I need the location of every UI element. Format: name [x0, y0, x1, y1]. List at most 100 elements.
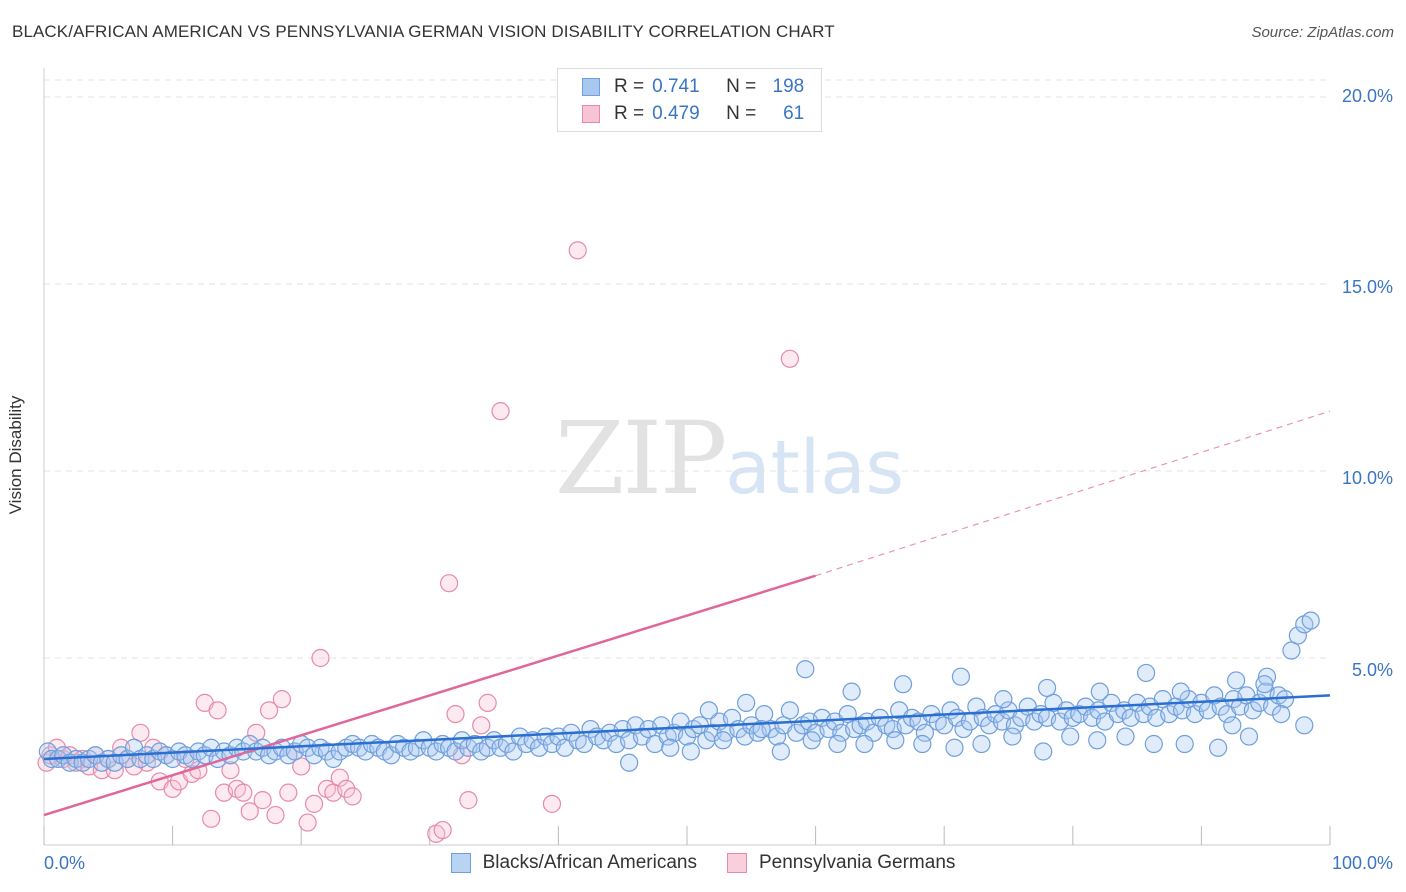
watermark-atlas: atlas [725, 425, 905, 511]
legend-swatch-pink [726, 853, 747, 873]
data-point-pennsylvania-germans [330, 768, 349, 787]
data-point-blacks [967, 697, 986, 716]
data-point-pennsylvania-germans [259, 701, 279, 720]
data-point-pennsylvania-germans [221, 761, 240, 780]
data-point-blacks [1144, 734, 1163, 754]
data-point-blacks [1137, 663, 1156, 683]
data-point-pennsylvania-germans [279, 783, 298, 802]
data-point-blacks [951, 667, 971, 686]
data-point-blacks [1223, 716, 1242, 735]
data-point-blacks [1171, 682, 1190, 701]
correlation-stats-box: R = 0.741 N = 198 R = 0.479 N = 61 [557, 68, 822, 132]
data-point-blacks [796, 660, 815, 679]
data-point-blacks [972, 734, 991, 754]
y-axis-label: Vision Disability [6, 395, 25, 515]
data-point-blacks [787, 723, 806, 742]
data-point-blacks [913, 734, 932, 754]
data-point-pennsylvania-germans [163, 779, 182, 799]
data-point-pennsylvania-germans [491, 402, 510, 421]
stats-n-value: 61 [783, 103, 805, 124]
data-point-blacks [828, 734, 847, 754]
data-point-blacks [886, 731, 905, 750]
data-point-blacks [681, 742, 700, 761]
chart-title: BLACK/AFRICAN AMERICAN VS PENNSYLVANIA G… [12, 22, 835, 41]
data-point-blacks [620, 753, 639, 772]
data-point-blacks [661, 738, 680, 757]
stats-n-label: N = [726, 103, 757, 124]
data-point-pennsylvania-germans [208, 701, 227, 720]
data-point-blacks [407, 738, 427, 757]
data-point-blacks [1088, 731, 1107, 750]
y-tick-10: 10.0% [1341, 468, 1393, 488]
data-point-blacks [1295, 716, 1314, 735]
data-point-blacks [1005, 716, 1025, 735]
watermark-zip: ZIP [555, 400, 727, 517]
legend-item-blacks[interactable]: Blacks/African Americans [450, 852, 697, 874]
stats-r-value: 0.741 [652, 76, 700, 97]
data-point-blacks [1205, 686, 1224, 705]
data-point-blacks [317, 742, 337, 761]
stats-r-label: R = [614, 76, 645, 97]
data-point-blacks [1282, 641, 1301, 660]
legend-item-pennsylvania-germans[interactable]: Pennsylvania Germans [726, 852, 955, 874]
data-point-blacks [780, 701, 799, 720]
trend-line-blacks [43, 694, 1331, 761]
data-point-pennsylvania-germans [311, 648, 330, 668]
data-point-pennsylvania-germans [439, 574, 459, 593]
data-point-blacks [699, 701, 718, 720]
data-point-blacks [945, 738, 964, 757]
data-point-pennsylvania-germans [131, 723, 150, 742]
data-point-pennsylvania-germans [240, 802, 259, 821]
trend-line-pennsylvania-germans [43, 574, 816, 817]
data-point-pennsylvania-germans [234, 783, 253, 802]
data-point-blacks [1227, 671, 1246, 690]
data-point-blacks [915, 723, 935, 742]
data-point-blacks [713, 731, 733, 750]
data-point-blacks [1034, 742, 1053, 761]
data-point-blacks [1090, 682, 1109, 701]
stats-row-pink: R = 0.479 N = 61 [582, 101, 804, 127]
data-point-pennsylvania-germans [247, 723, 266, 742]
data-point-pennsylvania-germans [459, 791, 478, 810]
legend: Blacks/African Americans Pennsylvania Ge… [0, 852, 1406, 874]
data-point-blacks [1255, 675, 1274, 694]
data-point-pennsylvania-germans [272, 690, 292, 709]
data-point-blacks [842, 682, 861, 701]
data-point-blacks [1116, 727, 1135, 746]
data-point-blacks [1175, 734, 1194, 754]
data-point-pennsylvania-germans [298, 813, 317, 832]
data-point-blacks [722, 708, 742, 727]
data-point-blacks [1061, 727, 1080, 746]
data-point-pennsylvania-germans [446, 704, 465, 724]
data-point-pennsylvania-germans [478, 693, 497, 712]
data-point-blacks [324, 749, 343, 769]
stats-r-value: 0.479 [652, 103, 700, 124]
data-point-pennsylvania-germans [304, 794, 324, 813]
data-point-pennsylvania-germans [337, 779, 356, 799]
data-point-blacks [1243, 701, 1262, 720]
data-point-pennsylvania-germans [542, 794, 562, 813]
data-point-pennsylvania-germans [568, 241, 587, 260]
data-point-blacks [994, 690, 1013, 709]
data-point-pennsylvania-germans [292, 757, 311, 776]
data-point-blacks [954, 719, 973, 739]
watermark: ZIPatlas [555, 400, 904, 517]
data-point-pennsylvania-germans [472, 716, 491, 735]
stats-n-value: 198 [772, 76, 805, 97]
data-point-blacks [1003, 727, 1022, 746]
legend-label: Blacks/African Americans [482, 852, 697, 873]
stats-n-label: N = [726, 76, 757, 97]
data-point-pennsylvania-germans [780, 349, 799, 368]
data-point-blacks [1239, 727, 1259, 746]
data-point-pennsylvania-germans [202, 809, 221, 828]
data-point-blacks [1288, 626, 1307, 645]
data-point-blacks [771, 742, 790, 761]
data-point-pennsylvania-germans [253, 791, 272, 810]
data-point-blacks [1209, 738, 1228, 757]
data-point-blacks [767, 727, 787, 746]
data-point-pennsylvania-germans [433, 820, 452, 840]
data-point-blacks [1257, 667, 1277, 686]
stats-swatch-blue [582, 78, 600, 96]
data-point-blacks [1272, 704, 1291, 724]
